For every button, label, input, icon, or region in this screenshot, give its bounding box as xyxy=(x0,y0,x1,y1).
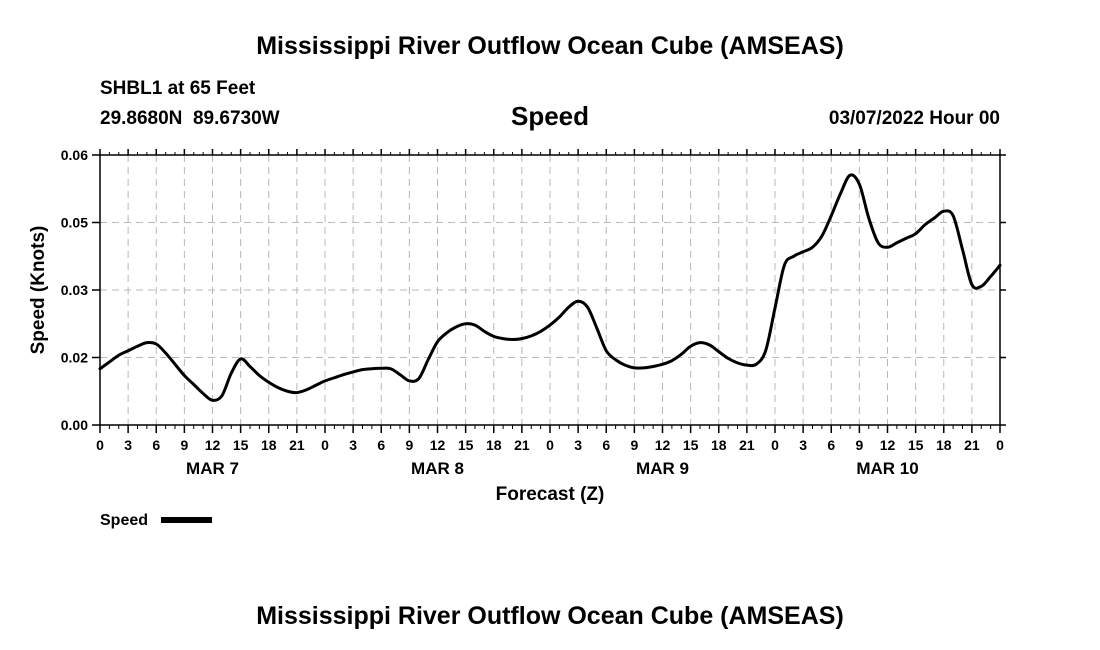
day-label: MAR 9 xyxy=(636,459,689,478)
x-tick-label: 0 xyxy=(321,437,329,453)
x-axis-label: Forecast (Z) xyxy=(496,484,605,505)
speed-series-line xyxy=(98,173,1002,402)
x-tick-label: 0 xyxy=(996,437,1004,453)
y-tick-label: 0.05 xyxy=(61,215,88,231)
x-tick-label: 6 xyxy=(152,437,160,453)
footer-title: Mississippi River Outflow Ocean Cube (AM… xyxy=(256,602,844,630)
x-tick-label: 6 xyxy=(377,437,385,453)
x-tick-label: 21 xyxy=(739,437,755,453)
x-tick-label: 6 xyxy=(602,437,610,453)
x-tick-label: 21 xyxy=(514,437,530,453)
x-tick-label: 18 xyxy=(711,437,727,453)
y-axis-label: Speed (Knots) xyxy=(28,226,49,355)
x-tick-labels: 0 3 6 9 12 15 18 21 0 3 6 9 12 15 18 21 0 3 6 9 12 15 18 21 0 3 6 9… xyxy=(96,437,1004,453)
x-tick-label: 12 xyxy=(880,437,896,453)
legend-label: Speed xyxy=(100,512,148,529)
x-tick-label: 0 xyxy=(96,437,104,453)
day-label: MAR 10 xyxy=(856,459,918,478)
x-tick-label: 9 xyxy=(405,437,413,453)
y-tick-label: 0.02 xyxy=(61,350,88,366)
x-tick-label: 3 xyxy=(574,437,582,453)
day-labels: MAR 7 MAR 8 MAR 9 MAR 10 xyxy=(186,459,919,478)
legend-swatch xyxy=(161,517,212,523)
axis-ticks xyxy=(92,149,1006,433)
day-label: MAR 7 xyxy=(186,459,239,478)
x-tick-label: 15 xyxy=(458,437,474,453)
x-tick-label: 21 xyxy=(964,437,980,453)
x-tick-label: 3 xyxy=(799,437,807,453)
x-tick-label: 9 xyxy=(630,437,638,453)
x-tick-label: 6 xyxy=(827,437,835,453)
x-tick-label: 9 xyxy=(180,437,188,453)
x-tick-label: 18 xyxy=(261,437,277,453)
y-tick-labels: 0.00 0.02 0.03 0.05 0.06 xyxy=(61,147,88,433)
x-tick-label: 12 xyxy=(430,437,446,453)
station-label: SHBL1 at 65 Feet xyxy=(100,78,256,99)
x-tick-label: 3 xyxy=(349,437,357,453)
x-tick-label: 15 xyxy=(908,437,924,453)
x-tick-label: 21 xyxy=(289,437,305,453)
variable-label: Speed xyxy=(511,101,589,131)
x-tick-label: 9 xyxy=(855,437,863,453)
day-label: MAR 8 xyxy=(411,459,464,478)
grid-lines xyxy=(100,155,1000,425)
x-tick-label: 12 xyxy=(655,437,671,453)
y-tick-label: 0.03 xyxy=(61,282,88,298)
coordinates-label: 29.8680N 89.6730W xyxy=(100,108,280,129)
x-tick-label: 0 xyxy=(771,437,779,453)
x-tick-label: 18 xyxy=(936,437,952,453)
datetime-label: 03/07/2022 Hour 00 xyxy=(829,108,1000,129)
y-tick-label: 0.00 xyxy=(61,417,88,433)
y-tick-label: 0.06 xyxy=(61,147,88,163)
x-tick-label: 0 xyxy=(546,437,554,453)
x-tick-label: 3 xyxy=(124,437,132,453)
x-tick-label: 18 xyxy=(486,437,502,453)
x-tick-label: 12 xyxy=(205,437,221,453)
chart-title: Mississippi River Outflow Ocean Cube (AM… xyxy=(256,32,844,60)
x-tick-label: 15 xyxy=(683,437,699,453)
x-tick-label: 15 xyxy=(233,437,249,453)
